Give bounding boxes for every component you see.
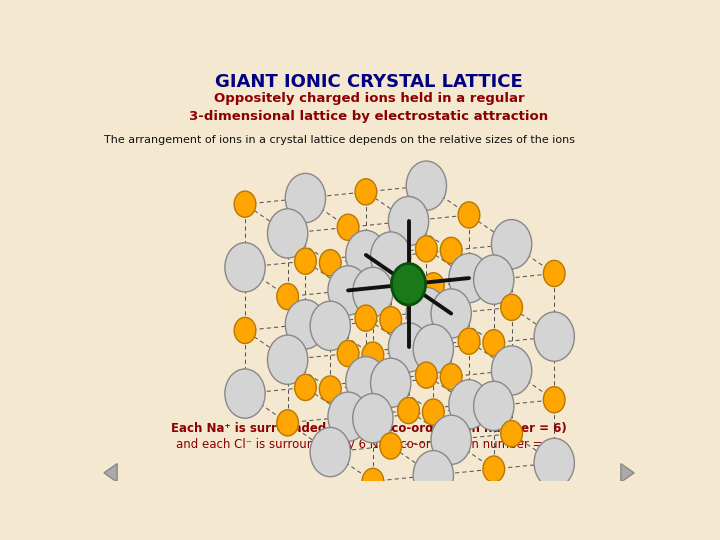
Ellipse shape (423, 273, 444, 299)
Ellipse shape (267, 209, 307, 258)
Ellipse shape (483, 330, 505, 356)
Ellipse shape (500, 421, 523, 447)
Ellipse shape (362, 342, 384, 368)
Ellipse shape (285, 173, 325, 222)
Ellipse shape (276, 284, 299, 309)
Ellipse shape (362, 468, 384, 495)
Ellipse shape (413, 325, 454, 374)
Ellipse shape (492, 346, 532, 395)
Ellipse shape (320, 249, 341, 276)
Ellipse shape (337, 340, 359, 367)
Polygon shape (104, 464, 117, 482)
Ellipse shape (441, 237, 462, 264)
Ellipse shape (544, 387, 565, 413)
Ellipse shape (320, 376, 341, 402)
Ellipse shape (397, 397, 419, 423)
Ellipse shape (225, 242, 265, 292)
Ellipse shape (534, 312, 575, 361)
Ellipse shape (492, 220, 532, 269)
Ellipse shape (294, 374, 316, 401)
Ellipse shape (431, 415, 472, 464)
Ellipse shape (458, 202, 480, 228)
Ellipse shape (234, 191, 256, 217)
Ellipse shape (310, 428, 351, 477)
Ellipse shape (431, 289, 472, 338)
Ellipse shape (346, 356, 386, 406)
Ellipse shape (406, 161, 446, 210)
Ellipse shape (225, 369, 265, 419)
Ellipse shape (355, 305, 377, 331)
Ellipse shape (371, 232, 411, 281)
Ellipse shape (353, 394, 393, 443)
Ellipse shape (544, 260, 565, 287)
Ellipse shape (415, 236, 437, 262)
Ellipse shape (337, 214, 359, 240)
Text: Each Na⁺ is surrounded by 6 Cl⁻ (co-ordination number = 6): Each Na⁺ is surrounded by 6 Cl⁻ (co-ordi… (171, 422, 567, 435)
Text: GIANT IONIC CRYSTAL LATTICE: GIANT IONIC CRYSTAL LATTICE (215, 73, 523, 91)
Ellipse shape (388, 323, 428, 372)
Ellipse shape (380, 433, 402, 459)
Ellipse shape (276, 410, 299, 436)
Ellipse shape (441, 363, 462, 390)
Ellipse shape (500, 294, 523, 320)
Ellipse shape (406, 287, 446, 336)
Ellipse shape (474, 255, 514, 304)
Ellipse shape (534, 438, 575, 488)
Ellipse shape (353, 267, 393, 316)
Ellipse shape (449, 380, 489, 429)
Ellipse shape (474, 381, 514, 430)
Ellipse shape (310, 301, 351, 350)
Ellipse shape (415, 362, 437, 388)
Text: Oppositely charged ions held in a regular
3-dimensional lattice by electrostatic: Oppositely charged ions held in a regula… (189, 92, 549, 123)
Ellipse shape (458, 328, 480, 354)
Text: and each Cl⁻ is surrounded by 6 Na⁺ (co-ordination number = 6).: and each Cl⁻ is surrounded by 6 Na⁺ (co-… (176, 438, 562, 451)
Ellipse shape (388, 197, 428, 246)
Ellipse shape (371, 358, 411, 408)
Ellipse shape (355, 179, 377, 205)
Ellipse shape (285, 300, 325, 349)
Ellipse shape (423, 399, 444, 425)
Ellipse shape (234, 318, 256, 343)
Ellipse shape (267, 335, 307, 384)
Polygon shape (621, 464, 634, 482)
Ellipse shape (449, 253, 489, 303)
Ellipse shape (328, 392, 368, 441)
Ellipse shape (346, 231, 386, 280)
Ellipse shape (328, 266, 368, 315)
Ellipse shape (413, 450, 454, 500)
Ellipse shape (483, 456, 505, 482)
Text: The arrangement of ions in a crystal lattice depends on the relative sizes of th: The arrangement of ions in a crystal lat… (104, 135, 575, 145)
Ellipse shape (294, 248, 316, 274)
Ellipse shape (392, 264, 426, 305)
Ellipse shape (380, 307, 402, 333)
